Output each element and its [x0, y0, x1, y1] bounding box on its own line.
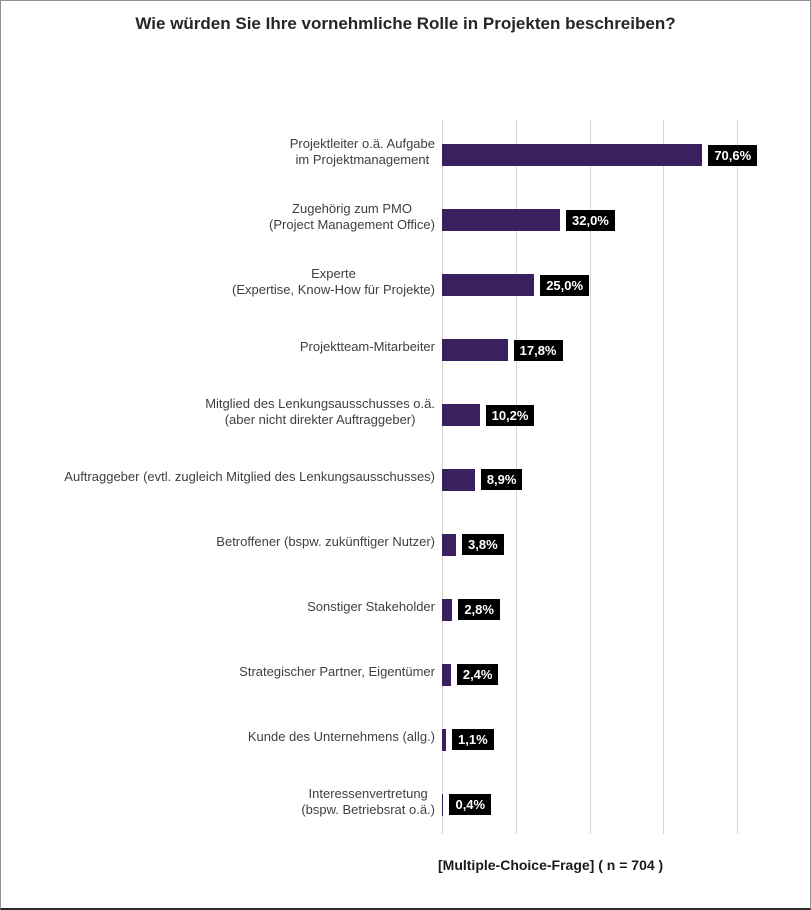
category-label: Auftraggeber (evtl. zugleich Mitglied de… [64, 468, 435, 484]
bar-rows-container: Projektleiter o.ä. Aufgabe im Projektman… [1, 120, 810, 834]
bar-track: 25,0% [442, 274, 737, 297]
category-label: Projektteam-Mitarbeiter [299, 339, 435, 355]
bar [442, 663, 451, 686]
bar-row: Mitglied des Lenkungsausschusses o.ä. (a… [1, 380, 810, 445]
bar [442, 274, 535, 297]
category-label-cell: Strategischer Partner, Eigentümer [1, 664, 442, 680]
bar-row: Experte (Expertise, Know-How für Projekt… [1, 250, 810, 315]
value-label: 10,2% [485, 404, 535, 426]
category-label: Projektleiter o.ä. Aufgabe im Projektman… [289, 136, 435, 168]
bar-track: 10,2% [442, 404, 737, 427]
value-label: 3,8% [462, 534, 504, 556]
value-label: 32,0% [566, 209, 615, 231]
bar [442, 144, 703, 167]
bar-row: Kunde des Unternehmens (allg.) 1,1% [1, 704, 810, 769]
bar-row: Betroffener (bspw. zukünftiger Nutzer) 3… [1, 509, 810, 574]
category-label: Experte (Expertise, Know-How für Projekt… [231, 266, 435, 298]
chart-footnote: [Multiple-Choice-Frage] ( n = 704 ) [438, 857, 664, 873]
bar [442, 533, 456, 556]
bar [442, 728, 447, 751]
bar [442, 468, 475, 491]
value-label: 25,0% [540, 274, 590, 296]
category-label-cell: Projektteam-Mitarbeiter [1, 339, 442, 355]
bar-track: 2,8% [442, 598, 737, 621]
bar-row: Sonstiger Stakeholder 2,8% [1, 574, 810, 639]
bar-row: Projektteam-Mitarbeiter 17,8% [1, 315, 810, 380]
value-label: 2,8% [458, 599, 500, 621]
category-label-cell: Auftraggeber (evtl. zugleich Mitglied de… [1, 469, 442, 485]
bar-track: 0,4% [442, 793, 737, 816]
bar [442, 793, 444, 816]
bar-track: 70,6% [442, 144, 758, 167]
category-label: Zugehörig zum PMO (Project Management Of… [269, 201, 435, 233]
bar [442, 598, 453, 621]
bar-row: Interessenvertretung (bspw. Betriebsrat … [1, 769, 810, 834]
category-label: Interessenvertretung (bspw. Betriebsrat … [301, 785, 435, 817]
category-label: Kunde des Unternehmens (allg.) [247, 728, 435, 744]
bar-track: 2,4% [442, 663, 737, 686]
value-label: 70,6% [708, 144, 758, 166]
category-label-cell: Interessenvertretung (bspw. Betriebsrat … [1, 786, 442, 818]
bar-track: 17,8% [442, 339, 737, 362]
category-label-cell: Kunde des Unternehmens (allg.) [1, 729, 442, 745]
gridline [663, 120, 665, 834]
bar [442, 404, 480, 427]
bar-row: Projektleiter o.ä. Aufgabe im Projektman… [1, 120, 810, 185]
bar-track: 8,9% [442, 468, 737, 491]
bar-row: Strategischer Partner, Eigentümer 2,4% [1, 639, 810, 704]
bar [442, 339, 508, 362]
gridline [737, 120, 738, 834]
value-label: 17,8% [513, 339, 563, 361]
bar-track: 1,1% [442, 728, 737, 751]
category-label: Betroffener (bspw. zukünftiger Nutzer) [216, 533, 435, 549]
category-label-cell: Zugehörig zum PMO (Project Management Of… [1, 201, 442, 233]
bar-track: 32,0% [442, 209, 737, 232]
gridline [589, 120, 591, 834]
category-label-cell: Projektleiter o.ä. Aufgabe im Projektman… [1, 136, 442, 168]
category-label: Strategischer Partner, Eigentümer [239, 663, 435, 679]
bar [442, 209, 560, 232]
bar-row: Auftraggeber (evtl. zugleich Mitglied de… [1, 445, 810, 510]
value-label: 0,4% [449, 794, 492, 816]
chart-title: Wie würden Sie Ihre vornehmliche Rolle i… [135, 14, 676, 33]
category-label-cell: Mitglied des Lenkungsausschusses o.ä. (a… [1, 396, 442, 428]
category-label: Sonstiger Stakeholder [307, 598, 435, 614]
plot-area: Projektleiter o.ä. Aufgabe im Projektman… [1, 120, 810, 834]
category-label-cell: Betroffener (bspw. zukünftiger Nutzer) [1, 534, 442, 550]
value-label: 1,1% [452, 729, 494, 751]
category-label-cell: Experte (Expertise, Know-How für Projekt… [1, 266, 442, 298]
bar-row: Zugehörig zum PMO (Project Management Of… [1, 185, 810, 250]
category-label: Mitglied des Lenkungsausschusses o.ä. (a… [205, 396, 435, 428]
bar-track: 3,8% [442, 533, 737, 556]
category-label-cell: Sonstiger Stakeholder [1, 599, 442, 615]
value-label: 8,9% [480, 469, 523, 491]
value-label: 2,4% [456, 664, 499, 686]
